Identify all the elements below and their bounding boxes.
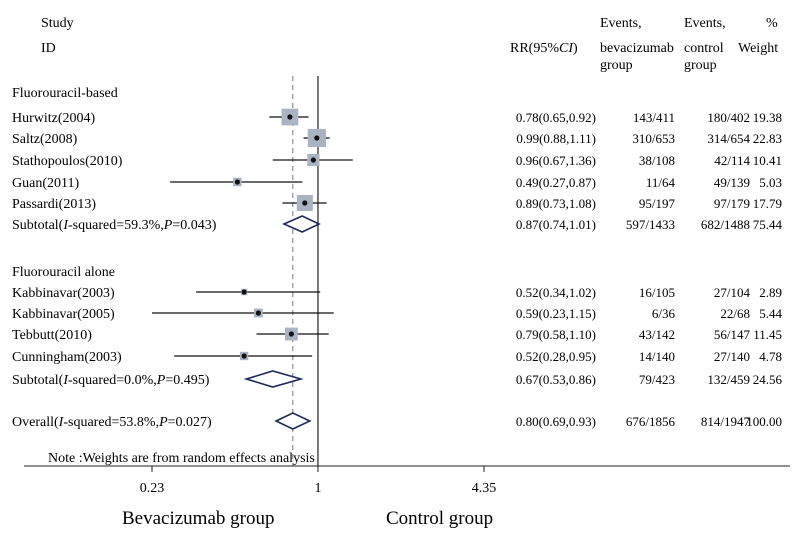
subtotal-diamond [282,215,321,233]
overall-diamond [274,412,312,430]
header-events-bev-3: group [600,58,633,73]
subtotal-weight: 24.56 [753,372,783,387]
subtotal-rr-ci: 0.87(0.74,1.01) [516,217,596,232]
subtotal-weight: 75.44 [753,217,783,232]
subtotal-diamond [243,370,304,388]
point-estimate [288,331,294,337]
study-events-ctrl: 314/654 [707,131,750,146]
x-tick-label: 0.23 [140,481,165,496]
study-rr-ci: 0.49(0.27,0.87) [516,175,596,190]
study-weight: 11.45 [753,327,782,342]
point-estimate [234,179,241,185]
overall-weight: 100.00 [746,414,782,429]
subtotal-events-ctrl: 682/1488 [701,217,750,232]
study-name: Cunningham(2003) [12,350,122,365]
study-events-bev: 310/653 [632,131,675,146]
study-events-ctrl: 27/104 [714,285,751,300]
study-rr-ci: 0.89(0.73,1.08) [516,196,596,211]
header-events-ctrl-3: group [684,58,717,73]
overall-rr-ci: 0.80(0.69,0.93) [516,414,596,429]
header-id: ID [41,41,56,56]
study-name: Hurwitz(2004) [12,111,96,126]
point-estimate [255,310,261,316]
study-events-bev: 143/411 [633,110,675,125]
study-name: Guan(2011) [12,176,79,191]
point-estimate [314,135,320,141]
study-events-bev: 6/36 [652,306,676,321]
study-events-bev: 38/108 [639,153,675,168]
x-tick-label: 4.35 [472,481,497,496]
study-events-bev: 16/105 [639,285,675,300]
study-events-ctrl: 56/147 [714,327,751,342]
subtotal-label: Subtotal(I-squared=59.3%,P=0.043) [12,218,217,233]
group-label: Fluorouracil alone [12,265,115,280]
study-events-ctrl: 180/402 [707,110,750,125]
study-weight: 2.89 [759,285,782,300]
group-label: Fluorouracil-based [12,86,118,101]
overall-events-ctrl: 814/1947 [701,414,751,429]
header-rr: RR(95%CI) [510,41,578,56]
left-direction-label: Bevacizumab group [122,508,274,529]
point-estimate [287,114,293,120]
header-weight-2: Weight [738,41,778,56]
study-weight: 19.38 [753,110,782,125]
study-name: Tebbutt(2010) [12,328,92,343]
study-events-bev: 14/140 [639,349,675,364]
point-estimate [310,157,316,163]
study-name: Passardi(2013) [12,197,96,212]
study-weight: 4.78 [759,349,782,364]
point-estimate [241,353,247,359]
study-rr-ci: 0.52(0.28,0.95) [516,349,596,364]
study-name: Kabbinavar(2005) [12,307,115,322]
study-name: Kabbinavar(2003) [12,286,115,301]
study-events-ctrl: 22/68 [720,306,750,321]
header-events-ctrl-2: control [684,41,724,56]
study-weight: 5.03 [759,175,782,190]
study-events-ctrl: 27/140 [714,349,750,364]
study-rr-ci: 0.96(0.67,1.36) [516,153,596,168]
subtotal-events-ctrl: 132/459 [707,372,750,387]
study-events-bev: 95/197 [639,196,676,211]
header-weight-1: % [766,16,778,31]
study-events-bev: 43/142 [639,327,675,342]
study-weight: 10.41 [753,153,782,168]
header-events-bev-2: bevacizumab [600,41,674,56]
study-rr-ci: 0.78(0.65,0.92) [516,110,596,125]
x-tick-label: 1 [314,481,321,496]
study-rr-ci: 0.79(0.58,1.10) [516,327,596,342]
point-estimate [241,289,247,295]
point-estimate [302,200,308,206]
header-events-ctrl-1: Events, [684,16,726,31]
subtotal-label: Subtotal(I-squared=0.0%,P=0.495) [12,373,210,388]
overall-label: Overall(I-squared=53.8%,P=0.027) [12,415,212,430]
subtotal-rr-ci: 0.67(0.53,0.86) [516,372,596,387]
note: Note :Weights are from random effects an… [48,451,315,466]
overall-events-bev: 676/1856 [626,414,676,429]
study-rr-ci: 0.59(0.23,1.15) [516,306,596,321]
study-rr-ci: 0.52(0.34,1.02) [516,285,596,300]
header-study: Study [41,16,74,31]
right-direction-label: Control group [386,508,493,529]
study-rr-ci: 0.99(0.88,1.11) [516,131,596,146]
study-weight: 5.44 [759,306,782,321]
subtotal-events-bev: 597/1433 [626,217,675,232]
study-weight: 17.79 [753,196,782,211]
study-name: Stathopoulos(2010) [12,154,123,169]
study-events-ctrl: 42/114 [714,153,750,168]
study-events-ctrl: 49/139 [714,175,750,190]
study-weight: 22.83 [753,131,782,146]
header-events-bev-1: Events, [600,16,642,31]
study-name: Saltz(2008) [12,132,78,147]
subtotal-events-bev: 79/423 [639,372,675,387]
study-events-bev: 11/64 [646,175,676,190]
study-events-ctrl: 97/179 [714,196,750,211]
